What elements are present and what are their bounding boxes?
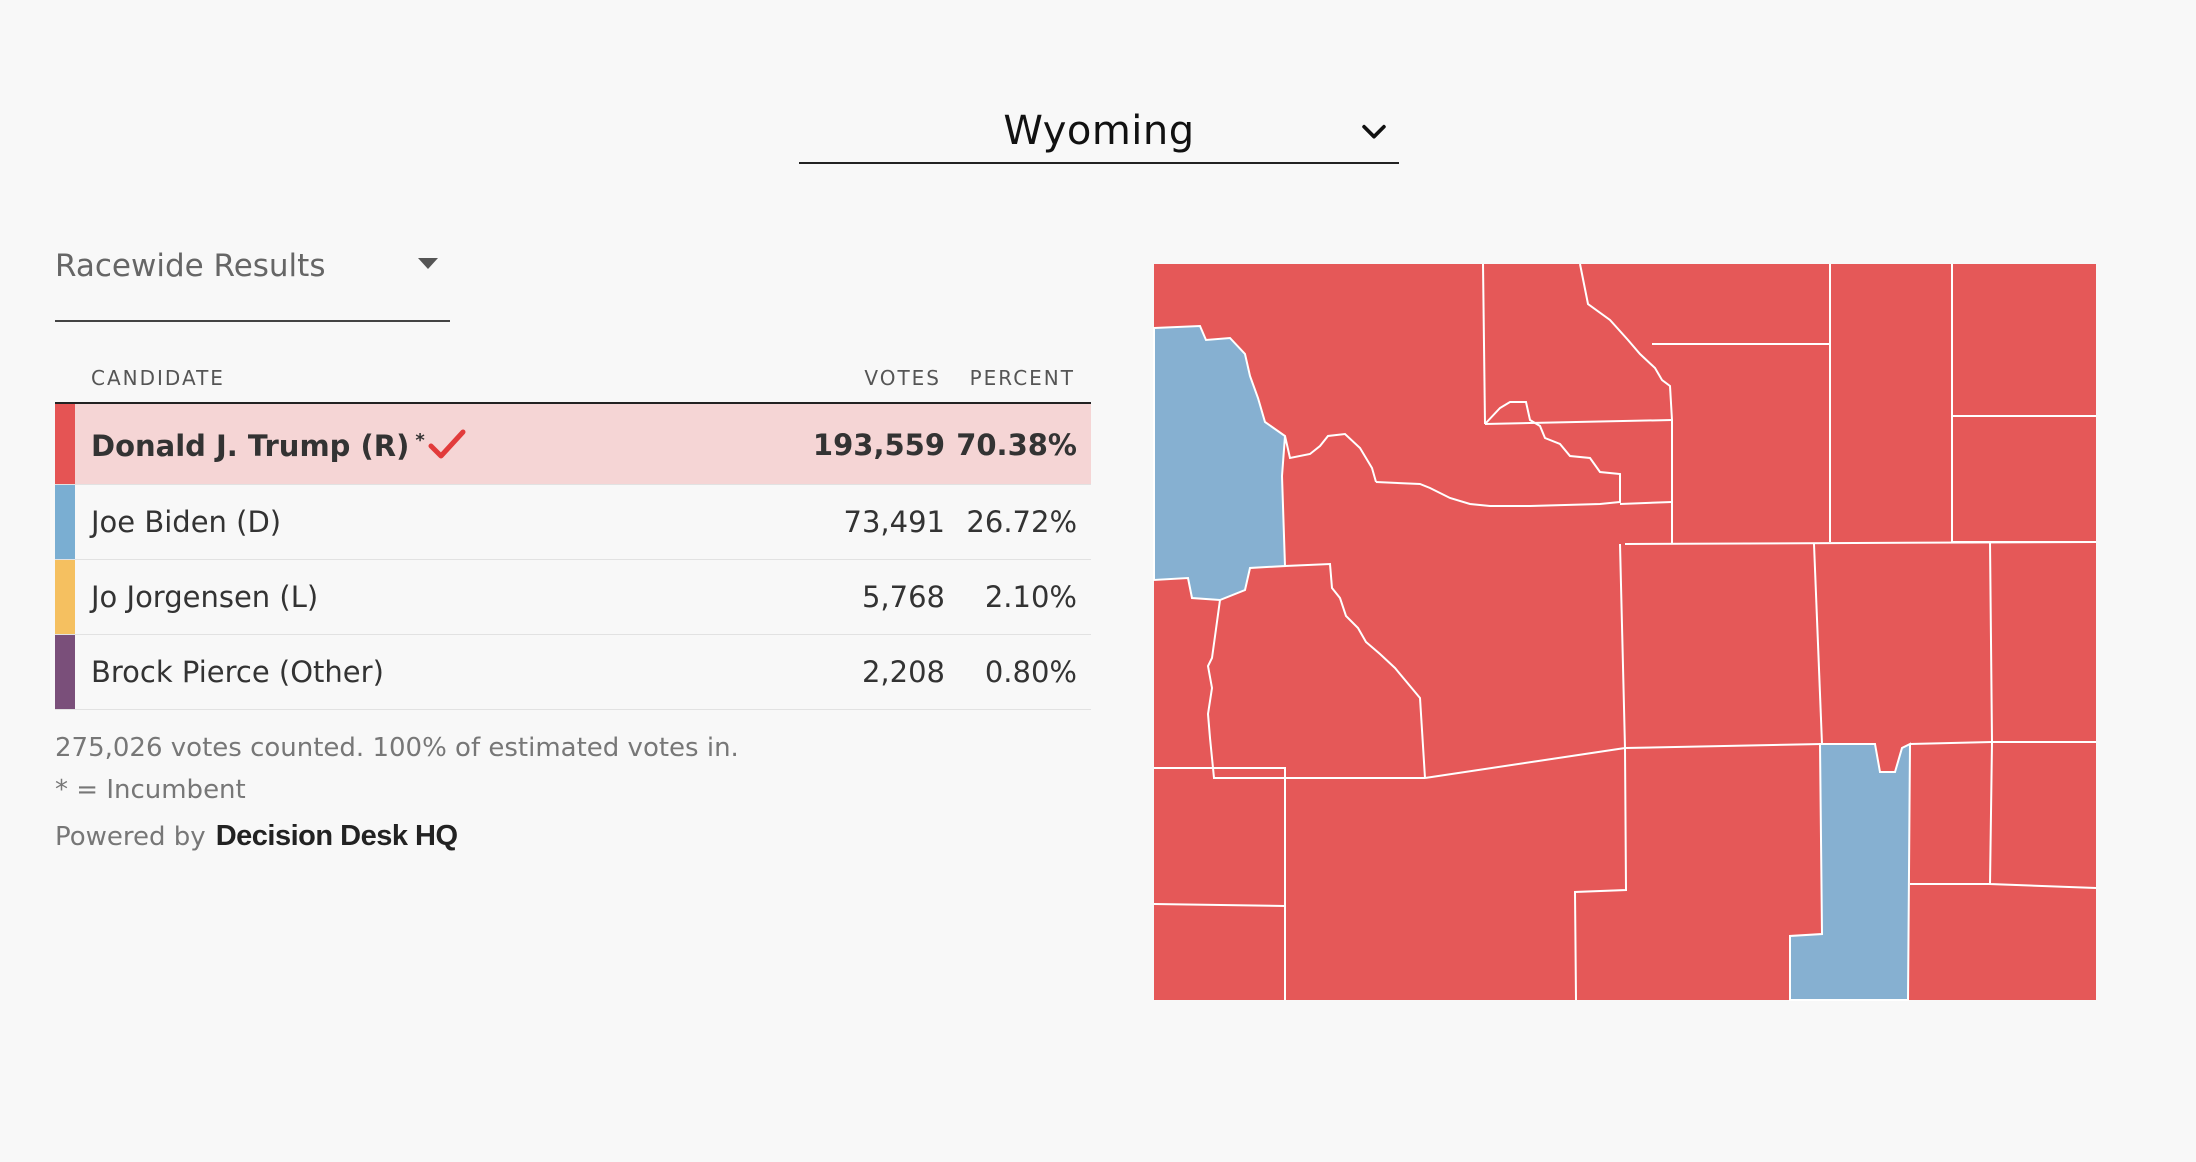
state-selector-value: Wyoming (1003, 108, 1195, 154)
table-row: Joe Biden (D) 73,491 26.72% (55, 485, 1091, 560)
candidate-percent: 0.80% (984, 655, 1077, 689)
table-row: Donald J. Trump (R) * 193,559 70.38% (55, 404, 1091, 485)
candidate-votes: 5,768 (861, 580, 945, 614)
party-color-swatch (55, 635, 75, 709)
candidate-votes: 193,559 (812, 428, 945, 462)
state-selector[interactable]: Wyoming (799, 100, 1399, 164)
wyoming-county-map (1153, 263, 2097, 1001)
powered-by: Powered by Decision Desk HQ (55, 820, 458, 853)
race-selector-value: Racewide Results (55, 248, 326, 284)
votes-counted-summary: 275,026 votes counted. 100% of estimated… (55, 733, 739, 763)
candidate-votes: 73,491 (843, 505, 945, 539)
race-selector[interactable]: Racewide Results (55, 240, 450, 322)
party-color-swatch (55, 485, 75, 559)
candidate-percent: 2.10% (984, 580, 1077, 614)
table-header: CANDIDATE VOTES PERCENT (55, 360, 1091, 404)
county-blue-west (1153, 324, 1287, 602)
results-table: CANDIDATE VOTES PERCENT Donald J. Trump … (55, 360, 1091, 710)
county-borders (1153, 263, 2097, 1001)
candidate-name: Joe Biden (D) (91, 505, 282, 539)
header-candidate: CANDIDATE (91, 366, 225, 390)
caret-down-icon (418, 258, 438, 269)
powered-by-label: Powered by (55, 821, 206, 852)
candidate-votes: 2,208 (861, 655, 945, 689)
party-color-swatch (55, 404, 75, 484)
candidate-percent: 70.38% (956, 428, 1077, 462)
candidate-name: Brock Pierce (Other) (91, 655, 384, 689)
party-color-swatch (55, 560, 75, 634)
table-row: Jo Jorgensen (L) 5,768 2.10% (55, 560, 1091, 635)
candidate-name: Donald J. Trump (R) * (91, 428, 467, 463)
decision-desk-logo[interactable]: Decision Desk HQ (215, 820, 458, 852)
incumbent-note: * = Incumbent (55, 775, 246, 805)
incumbent-mark: * (415, 430, 425, 451)
candidate-name: Jo Jorgensen (L) (91, 580, 319, 614)
table-row: Brock Pierce (Other) 2,208 0.80% (55, 635, 1091, 710)
winner-check-icon (428, 429, 466, 459)
header-votes: VOTES (864, 366, 941, 390)
chevron-down-icon (1362, 124, 1386, 139)
header-percent: PERCENT (969, 366, 1075, 390)
candidate-percent: 26.72% (966, 505, 1077, 539)
